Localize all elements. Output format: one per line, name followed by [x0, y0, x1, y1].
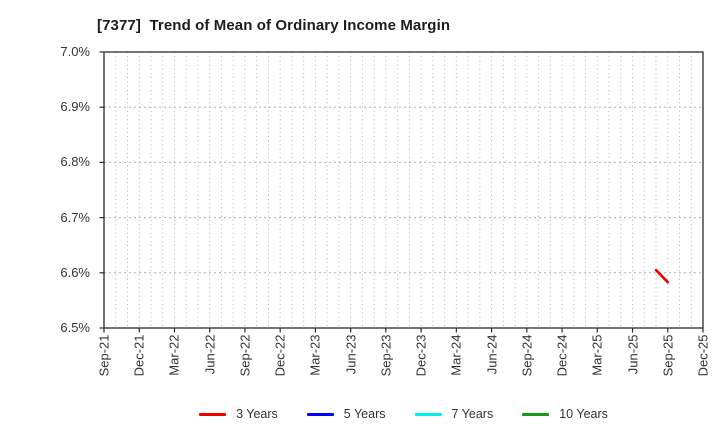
x-tick-label: Sep-23 — [378, 334, 394, 377]
x-tick-label: Jun-23 — [343, 334, 359, 375]
legend-item-3-years: 3 Years — [199, 406, 278, 422]
series-line-3-years — [654, 268, 670, 284]
x-tick-label: Sep-25 — [660, 334, 676, 377]
x-tick-label: Jun-22 — [202, 334, 218, 375]
x-tick-label: Mar-25 — [589, 334, 605, 376]
legend-item-10-years: 10 Years — [522, 406, 608, 422]
x-tick-label: Jun-25 — [625, 334, 641, 375]
x-tick-label: Sep-22 — [237, 334, 253, 377]
legend-line-swatch-7-years — [414, 412, 442, 416]
legend-label-7-years: 7 Years — [451, 407, 494, 421]
x-tick-label: Dec-25 — [695, 334, 711, 377]
x-tick-label: Dec-22 — [272, 334, 288, 377]
y-tick-label: 6.7% — [60, 209, 90, 225]
x-tick-label: Sep-24 — [519, 334, 535, 377]
y-tick-label: 6.6% — [60, 264, 90, 280]
x-tick-label: Jun-24 — [484, 334, 500, 375]
legend-item-5-years: 5 Years — [306, 406, 386, 422]
x-tick-label: Mar-22 — [166, 334, 182, 376]
chart-title: [7377] Trend of Mean of Ordinary Income … — [97, 17, 451, 34]
legend-line-swatch-5-years — [306, 412, 334, 416]
plot-border — [103, 51, 704, 329]
x-tick-label: Mar-23 — [307, 334, 323, 376]
x-tick-label: Dec-23 — [413, 334, 429, 377]
legend-label-10-years: 10 Years — [559, 407, 608, 421]
y-tick-label: 6.9% — [60, 99, 90, 115]
y-tick-label: 6.5% — [60, 320, 90, 335]
legend: 3 Years 5 Years 7 Years 10 Years — [104, 404, 703, 424]
legend-line-swatch-3-years — [199, 412, 227, 416]
y-tick-label: 7.0% — [60, 44, 90, 59]
x-tick-label: Dec-24 — [554, 334, 570, 377]
legend-item-7-years: 7 Years — [414, 406, 494, 422]
x-tick-label: Sep-21 — [96, 334, 112, 377]
legend-label-5-years: 5 Years — [343, 407, 386, 421]
y-tick-label: 6.8% — [60, 154, 90, 170]
legend-line-swatch-10-years — [522, 412, 550, 416]
legend-label-3-years: 3 Years — [236, 407, 278, 421]
x-tick-label: Dec-21 — [131, 334, 147, 377]
x-tick-label: Mar-24 — [448, 334, 464, 376]
